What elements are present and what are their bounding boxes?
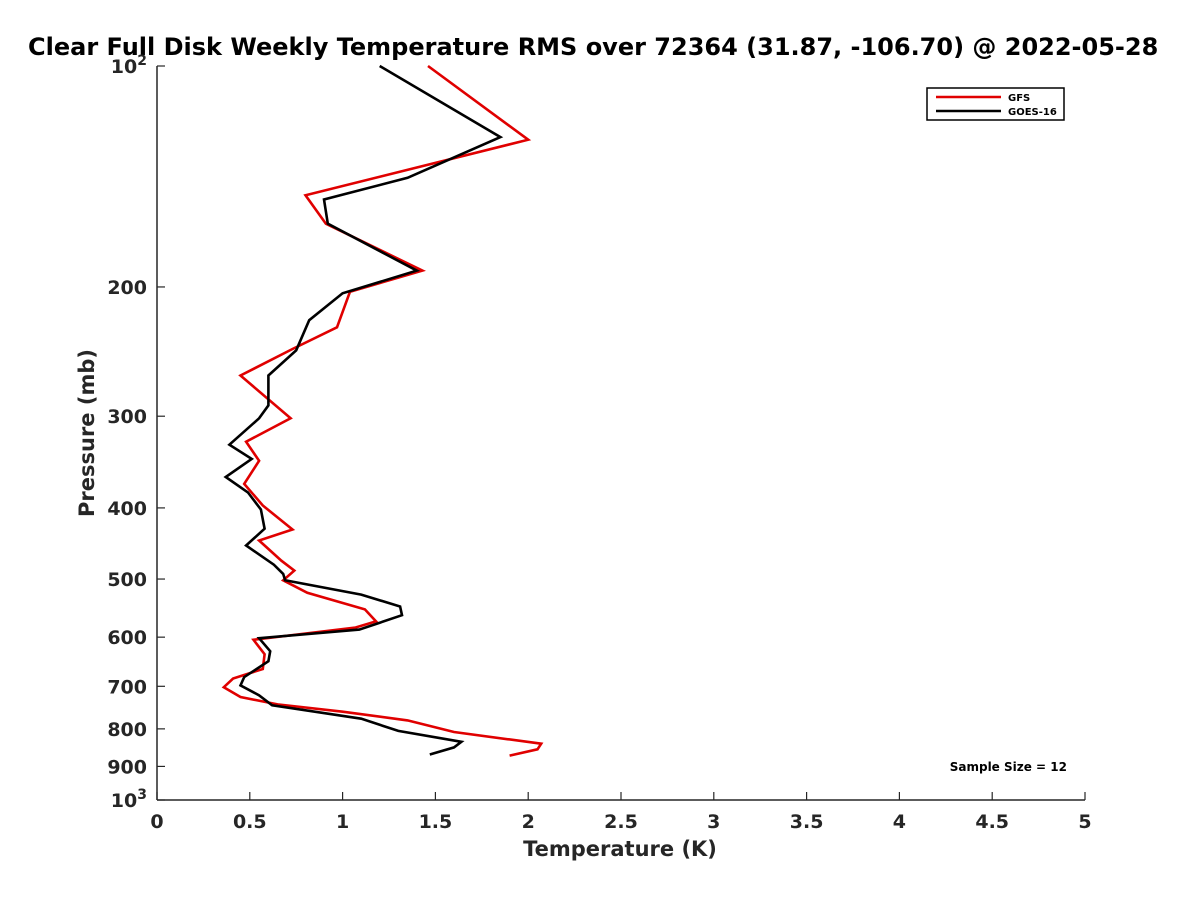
y-axis-label: Pressure (mb) xyxy=(75,349,99,517)
y-tick-label: 200 xyxy=(107,277,147,299)
x-tick-label: 3 xyxy=(707,811,720,833)
y-tick-label: 300 xyxy=(107,406,147,428)
legend-label-gfs: GFS xyxy=(1008,93,1030,104)
plot-area xyxy=(221,64,544,757)
x-tick-label: 4 xyxy=(893,811,906,833)
y-tick-label: 700 xyxy=(107,676,147,698)
x-tick-label: 0 xyxy=(150,811,163,833)
x-tick-label: 0.5 xyxy=(233,811,267,833)
y-tick-label: 800 xyxy=(107,719,147,741)
x-tick-label: 2 xyxy=(522,811,535,833)
x-tick-label: 1.5 xyxy=(419,811,453,833)
series-line-goes-16 xyxy=(223,64,504,756)
y-tick-label: 102 xyxy=(111,53,147,78)
series-line-gfs xyxy=(221,64,544,757)
legend: GFS GOES-16 xyxy=(926,87,1065,121)
y-tick-label: 900 xyxy=(107,756,147,778)
y-tick-label: 500 xyxy=(107,569,147,591)
x-tick-label: 3.5 xyxy=(790,811,824,833)
x-axis-label: Temperature (K) xyxy=(523,837,717,861)
chart-title: Clear Full Disk Weekly Temperature RMS o… xyxy=(28,33,1158,61)
sample-size-annotation: Sample Size = 12 xyxy=(950,760,1067,774)
legend-label-goes-16: GOES-16 xyxy=(1008,107,1057,118)
y-tick-label: 103 xyxy=(111,787,147,812)
y-tick-label: 400 xyxy=(107,498,147,520)
x-tick-label: 2.5 xyxy=(604,811,638,833)
x-tick-label: 5 xyxy=(1078,811,1091,833)
legend-box xyxy=(926,87,1065,121)
x-tick-label: 1 xyxy=(336,811,349,833)
y-tick-label: 600 xyxy=(107,627,147,649)
x-tick-label: 4.5 xyxy=(975,811,1009,833)
axes: 0 0.5 1 1.5 2 2.5 3 3.5 4 4.5 5 102 200 300 400 500 600 7… xyxy=(107,53,1091,833)
